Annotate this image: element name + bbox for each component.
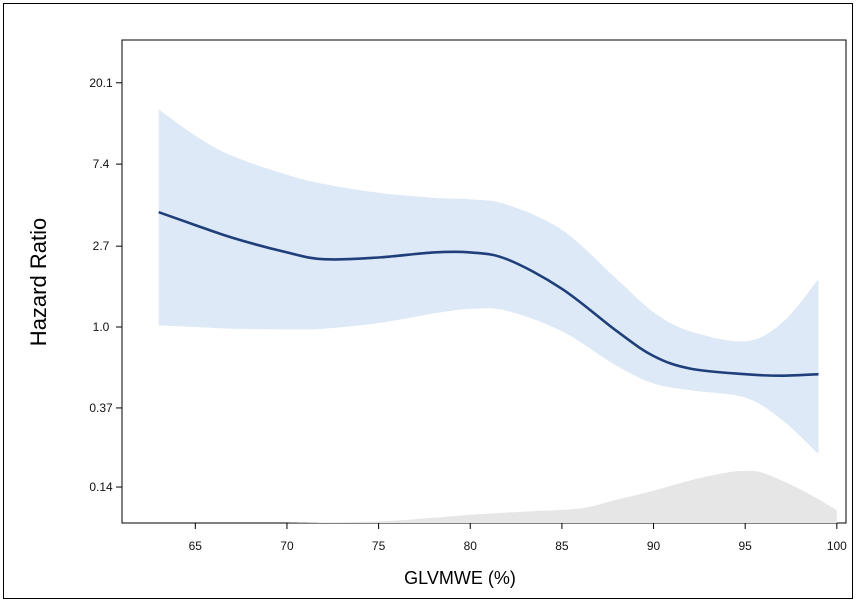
x-axis-label: GLVMWE (%) bbox=[404, 568, 516, 588]
x-tick-label: 80 bbox=[464, 539, 478, 553]
hazard-ratio-line bbox=[158, 210, 819, 378]
y-tick-label: 2.7 bbox=[93, 239, 110, 253]
confidence-band bbox=[158, 109, 819, 455]
x-axis: 65 70 75 80 85 90 95 100 bbox=[189, 523, 847, 553]
y-axis: 20.1 7.4 2.7 1.0 0.37 0.14 bbox=[89, 76, 122, 494]
x-tick-label: 85 bbox=[555, 539, 569, 553]
x-tick-label: 90 bbox=[647, 539, 661, 553]
y-tick-label: 1.0 bbox=[93, 320, 110, 334]
x-tick-label: 100 bbox=[827, 539, 847, 553]
y-tick-label: 0.14 bbox=[89, 480, 113, 494]
x-tick-label: 95 bbox=[739, 539, 753, 553]
x-tick-label: 75 bbox=[372, 539, 386, 553]
density-area bbox=[287, 470, 837, 523]
y-tick-label: 0.37 bbox=[89, 401, 113, 415]
y-tick-label: 20.1 bbox=[89, 76, 113, 90]
x-tick-label: 70 bbox=[280, 539, 294, 553]
x-tick-label: 65 bbox=[189, 539, 203, 553]
y-axis-label: Hazard Ratio bbox=[26, 218, 51, 346]
y-tick-label: 7.4 bbox=[93, 157, 110, 171]
